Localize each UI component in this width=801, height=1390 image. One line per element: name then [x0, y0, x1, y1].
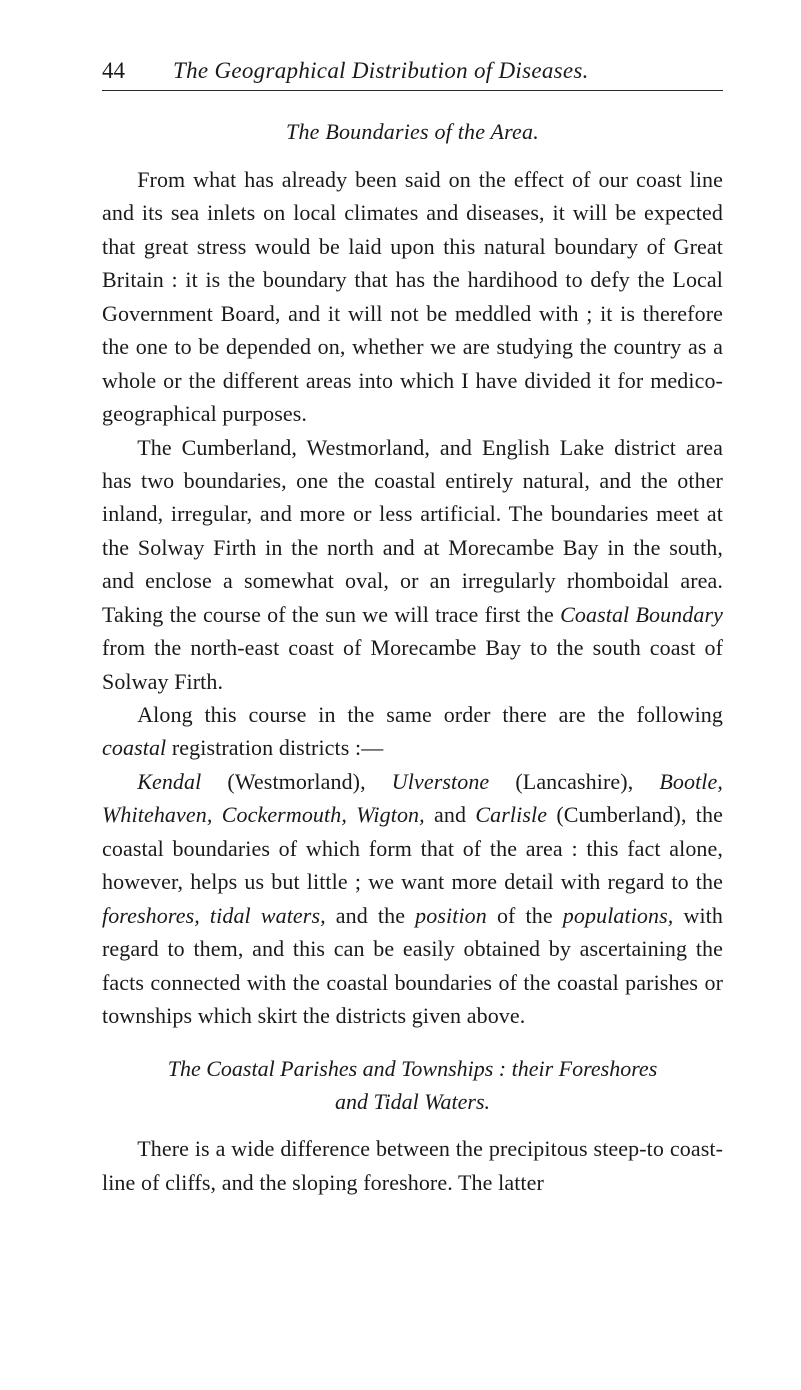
- italic-run: Kendal: [137, 769, 201, 794]
- text-run: (Westmorland),: [201, 769, 391, 794]
- paragraph-1: From what has already been said on the e…: [102, 163, 723, 431]
- text-run: and the: [326, 903, 415, 928]
- text-run: of the: [487, 903, 563, 928]
- italic-run: position: [415, 903, 487, 928]
- paragraph-5: There is a wide difference between the p…: [102, 1132, 723, 1199]
- italic-run: coastal: [102, 735, 166, 760]
- italic-run: foreshores, tidal waters,: [102, 903, 326, 928]
- text-run: from the north-east coast of Morecambe B…: [102, 635, 723, 693]
- italic-run: Ulverstone: [392, 769, 490, 794]
- text-run: (Lancashire),: [489, 769, 659, 794]
- page-number: 44: [102, 58, 125, 84]
- italic-run: Coastal Boundary: [560, 602, 723, 627]
- italic-run: populations,: [563, 903, 674, 928]
- paragraph-2: The Cumberland, Westmorland, and English…: [102, 431, 723, 699]
- subsection-heading: The Coastal Parishes and Townships : the…: [102, 1052, 723, 1118]
- paragraph-3: Along this course in the same order ther…: [102, 698, 723, 765]
- running-title: The Geographical Distribution of Disease…: [173, 58, 589, 84]
- text-run: The Cumberland, Westmorland, and English…: [102, 435, 723, 627]
- paragraph-4: Kendal (Westmorland), Ulverstone (Lancas…: [102, 765, 723, 1033]
- page-header: 44 The Geographical Distribution of Dise…: [102, 58, 723, 84]
- subheading-line-2: and Tidal Waters.: [335, 1089, 490, 1114]
- text-run: and: [425, 802, 476, 827]
- text-run: registration districts :—: [166, 735, 383, 760]
- header-rule: [102, 90, 723, 91]
- page-content: The Boundaries of the Area. From what ha…: [102, 119, 723, 1199]
- text-run: Along this course in the same order ther…: [137, 702, 723, 727]
- subheading-line-1: The Coastal Parishes and Townships : the…: [168, 1056, 658, 1081]
- italic-run: Carlisle: [475, 802, 547, 827]
- section-heading: The Boundaries of the Area.: [102, 119, 723, 145]
